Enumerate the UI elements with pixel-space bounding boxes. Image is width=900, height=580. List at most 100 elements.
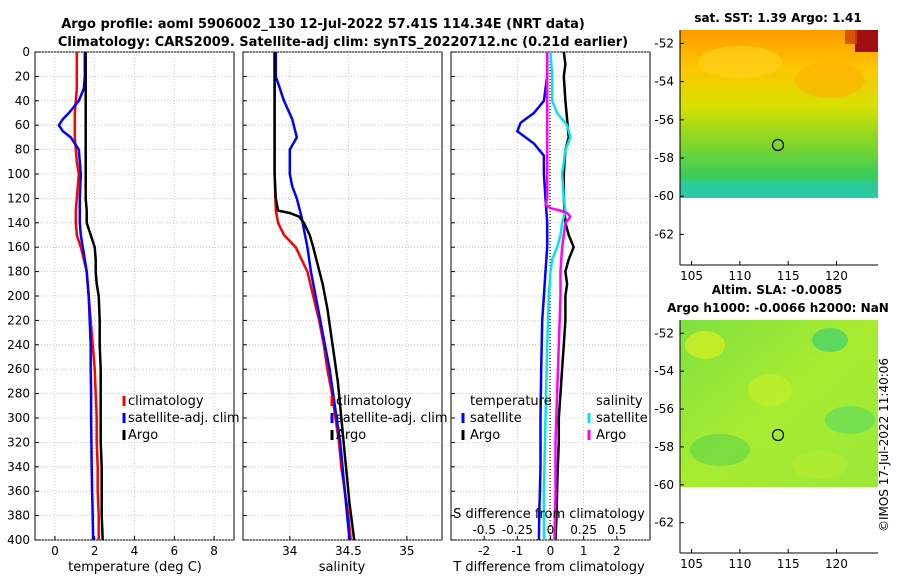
map-lat-label: -54 bbox=[654, 75, 674, 89]
imos-watermark: ©IMOS 17-Jul-2022 11:40:06 bbox=[877, 358, 891, 532]
legend-satellite-label: satellite-adj. clim bbox=[128, 411, 240, 426]
sla-map-title-1: Altim. SLA: -0.0085 bbox=[712, 283, 843, 297]
temperature-x-label: temperature (deg C) bbox=[68, 560, 202, 575]
map-lon-label: 110 bbox=[728, 269, 751, 283]
sla-low-patch bbox=[812, 328, 848, 352]
series-line-t-satellite bbox=[516, 52, 549, 540]
x-tick-label: 6 bbox=[170, 544, 178, 558]
depth-tick-label: 20 bbox=[15, 69, 30, 83]
salinity-x-ticks: 34 34.5 35 bbox=[243, 51, 415, 558]
legend-s-satellite-label: satellite bbox=[596, 411, 648, 426]
top-tick-label: 0.25 bbox=[570, 523, 597, 537]
x-tick-label: 35 bbox=[399, 544, 414, 558]
top-tick-label: -0.25 bbox=[502, 523, 533, 537]
x-tick-label: 4 bbox=[131, 544, 139, 558]
title-line-2: Climatology: CARS2009. Satellite-adj cli… bbox=[58, 35, 628, 50]
x-tick-label: 2 bbox=[613, 544, 621, 558]
depth-tick-label: 280 bbox=[7, 387, 30, 401]
x-tick-label: 8 bbox=[210, 544, 218, 558]
sst-map-title: sat. SST: 1.39 Argo: 1.41 bbox=[694, 11, 861, 25]
legend-satellite-label: satellite-adj. clim bbox=[336, 411, 448, 426]
legend-t-argo-label: Argo bbox=[470, 428, 500, 443]
top-tick-label: -0.5 bbox=[472, 523, 495, 537]
title-line-1: Argo profile: aoml 5906002_130 12-Jul-20… bbox=[61, 17, 585, 32]
map-lat-label: -56 bbox=[654, 113, 674, 127]
depth-axis-labels: 0 20 40 60 80 100 120 140 160 180 200 220 240 260 280 3… bbox=[7, 45, 30, 547]
x-tick-label: -1 bbox=[511, 544, 523, 558]
map-lon-label: 110 bbox=[728, 557, 751, 571]
map-lat-label: -60 bbox=[654, 189, 674, 203]
series-line-argo bbox=[273, 52, 356, 540]
x-tick-label: 2 bbox=[91, 544, 99, 558]
x-tick-label: 1 bbox=[580, 544, 588, 558]
depth-tick-label: 40 bbox=[15, 94, 30, 108]
depth-tick-label: 0 bbox=[22, 45, 30, 59]
sst-no-data-area bbox=[680, 198, 878, 265]
map-lat-label: -60 bbox=[654, 478, 674, 492]
sst-map-ticks: -52 -54 -56 -58 -60 -62 105 110 115 120 bbox=[654, 36, 848, 283]
sst-hot-corner bbox=[855, 30, 878, 52]
legend-climatology-label: climatology bbox=[336, 394, 412, 409]
legend-t-satellite-label: satellite bbox=[470, 411, 522, 426]
sla-high-patch bbox=[748, 374, 792, 406]
depth-tick-label: 220 bbox=[7, 313, 30, 327]
map-lat-label: -56 bbox=[654, 402, 674, 416]
depth-tick-label: 400 bbox=[7, 533, 30, 547]
depth-tick-label: 140 bbox=[7, 216, 30, 230]
map-lat-label: -52 bbox=[654, 326, 674, 340]
depth-tick-label: 160 bbox=[7, 240, 30, 254]
temperature-panel: 0204060801001201401601802002202402602803… bbox=[7, 45, 240, 575]
x-tick-label: 34 bbox=[282, 544, 297, 558]
salinity-grid bbox=[243, 51, 442, 541]
sla-map-title-2: Argo h1000: -0.0066 h2000: NaN bbox=[667, 301, 889, 315]
sst-hot-corner bbox=[845, 30, 857, 44]
legend-salinity-heading: salinity bbox=[596, 394, 643, 409]
series-line-satellite-adj-clim bbox=[57, 52, 95, 540]
depth-tick-label: 320 bbox=[7, 435, 30, 449]
depth-tick-label: 120 bbox=[7, 191, 30, 205]
x-tick-label: 34.5 bbox=[335, 544, 362, 558]
series-line-s-argo bbox=[544, 52, 572, 540]
difference-legend: temperature satellite Argo salinity sate… bbox=[461, 394, 648, 443]
map-lon-label: 105 bbox=[680, 557, 703, 571]
legend-argo-label: Argo bbox=[336, 428, 366, 443]
depth-tick-label: 100 bbox=[7, 167, 30, 181]
map-lat-label: -58 bbox=[654, 440, 674, 454]
depth-tick-label: 60 bbox=[15, 118, 30, 132]
difference-top-label: S difference from climatology bbox=[453, 507, 645, 522]
depth-tick-label: 340 bbox=[7, 460, 30, 474]
sla-high-patch bbox=[685, 331, 725, 359]
series-line-argo bbox=[84, 52, 104, 540]
temperature-legend: climatology satellite-adj. clim Argo bbox=[122, 394, 240, 443]
temperature-x-ticks: 0 2 4 6 8 bbox=[35, 51, 218, 558]
x-tick-label: -2 bbox=[478, 544, 490, 558]
salinity-x-label: salinity bbox=[319, 560, 366, 575]
sla-map: Altim. SLA: -0.0085 Argo h1000: -0.0066 … bbox=[654, 283, 888, 571]
depth-tick-label: 380 bbox=[7, 509, 30, 523]
map-lon-label: 115 bbox=[777, 269, 800, 283]
difference-panel: -2 -1 0 1 2 T difference from climatology S … bbox=[450, 51, 651, 575]
map-lat-label: -54 bbox=[654, 364, 674, 378]
legend-climatology-label: climatology bbox=[128, 394, 204, 409]
map-lon-label: 105 bbox=[680, 269, 703, 283]
salinity-legend: climatology satellite-adj. clim Argo bbox=[330, 394, 448, 443]
map-lat-label: -58 bbox=[654, 151, 674, 165]
x-tick-label: 0 bbox=[51, 544, 59, 558]
map-lat-label: -52 bbox=[654, 36, 674, 50]
depth-tick-label: 360 bbox=[7, 484, 30, 498]
temperature-grid bbox=[35, 51, 234, 541]
temperature-lines bbox=[57, 52, 104, 540]
top-tick-label: 0.5 bbox=[607, 523, 626, 537]
series-line-t-argo bbox=[554, 52, 575, 540]
depth-tick-label: 200 bbox=[7, 289, 30, 303]
salinity-panel: 34 34.5 35 salinity climatology satellite-… bbox=[242, 51, 448, 575]
difference-lines bbox=[516, 52, 575, 540]
argo-location-marker bbox=[771, 138, 785, 152]
series-line-satellite-adj-clim bbox=[274, 52, 351, 540]
sla-no-data-area bbox=[680, 487, 878, 553]
difference-x-ticks: -2 -1 0 1 2 bbox=[451, 51, 621, 558]
sst-warm-patch bbox=[795, 62, 865, 98]
difference-x-label: T difference from climatology bbox=[452, 560, 645, 575]
sla-map-ticks: -52 -54 -56 -58 -60 -62 105 110 115 120 bbox=[654, 326, 848, 571]
